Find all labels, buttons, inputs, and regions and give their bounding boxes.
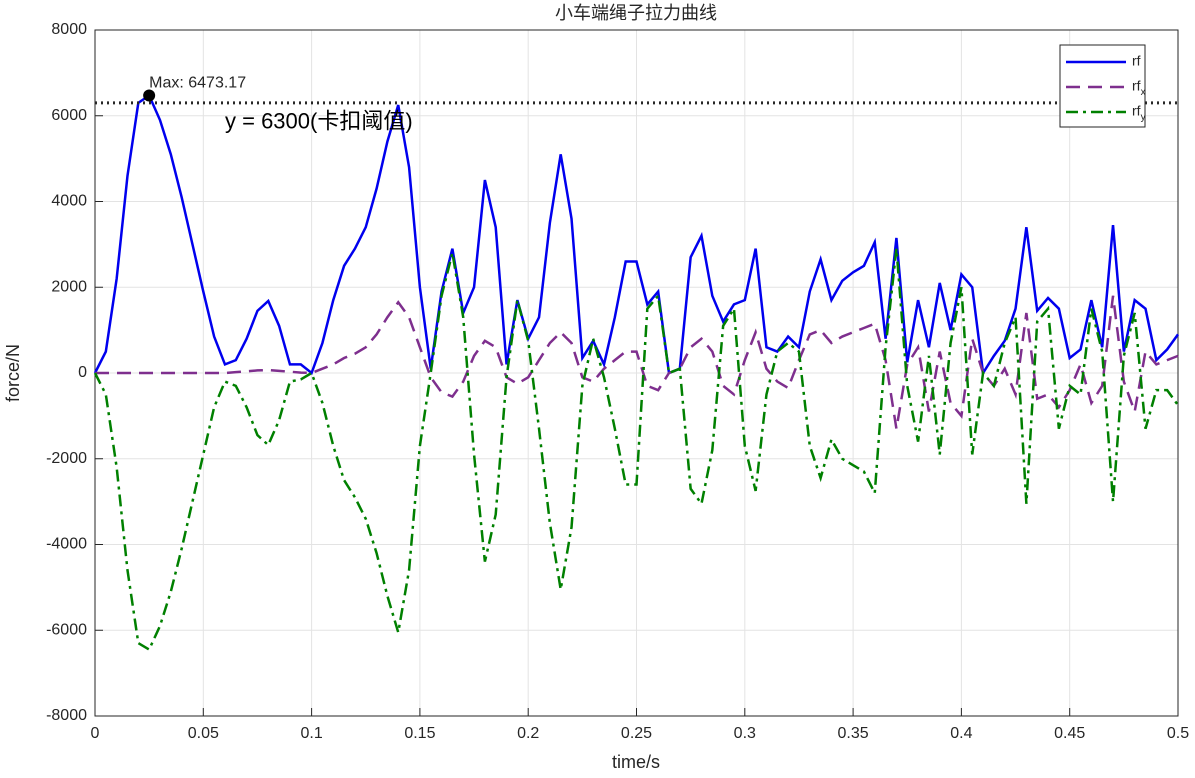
series-line bbox=[95, 295, 1179, 429]
x-axis-label: time/s bbox=[612, 752, 660, 772]
x-tick-label: 0.1 bbox=[300, 725, 322, 742]
series-line bbox=[93, 248, 1180, 652]
y-tick-label: 6000 bbox=[51, 107, 87, 124]
series-line bbox=[93, 93, 1180, 377]
x-tick-label: 0.05 bbox=[188, 725, 219, 742]
x-tick-label: 0.4 bbox=[950, 725, 972, 742]
max-label: Max: 6473.17 bbox=[149, 75, 246, 92]
y-axis-label: force/N bbox=[3, 344, 23, 402]
x-tick-label: 0.5 bbox=[1167, 725, 1189, 742]
y-tick-label: -2000 bbox=[46, 450, 87, 467]
y-tick-label: -6000 bbox=[46, 621, 87, 638]
y-tick-label: 0 bbox=[78, 364, 87, 381]
y-tick-label: 2000 bbox=[51, 278, 87, 295]
x-tick-label: 0 bbox=[91, 725, 100, 742]
x-tick-label: 0.3 bbox=[734, 725, 756, 742]
max-marker bbox=[143, 89, 156, 102]
y-tick-label: 8000 bbox=[51, 21, 87, 38]
chart-title: 小车端绳子拉力曲线 bbox=[555, 3, 717, 23]
x-tick-label: 0.15 bbox=[404, 725, 435, 742]
y-tick-label: 4000 bbox=[51, 193, 87, 210]
y-tick-label: -4000 bbox=[46, 536, 87, 553]
y-tick-label: -8000 bbox=[46, 707, 87, 724]
legend-label: rf bbox=[1132, 53, 1141, 69]
x-tick-label: 0.25 bbox=[621, 725, 652, 742]
x-tick-label: 0.35 bbox=[838, 725, 869, 742]
x-tick-label: 0.45 bbox=[1054, 725, 1085, 742]
threshold-label: y = 6300(卡扣阈值) bbox=[225, 109, 413, 134]
x-tick-label: 0.2 bbox=[517, 725, 539, 742]
